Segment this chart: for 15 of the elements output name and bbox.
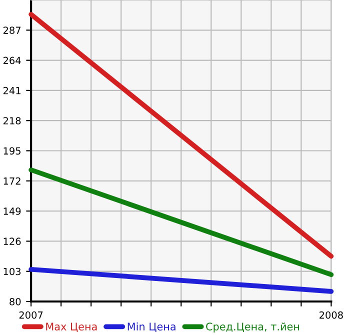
y-tick-label: 287 <box>3 26 20 34</box>
y-tick-label: 149 <box>4 208 21 215</box>
y-tick-label: 218 <box>3 117 21 124</box>
y-tick-label: 172 <box>4 177 20 185</box>
y-tick-label: 126 <box>4 238 21 246</box>
x-tick-label: 2007 <box>19 311 43 319</box>
y-tick-label: 241 <box>3 86 20 94</box>
y-tick-label: 103 <box>4 268 21 276</box>
x-tick-label: 2008 <box>320 311 343 319</box>
y-tick-label: 195 <box>4 147 20 155</box>
legend-label: Сред.Цена, т.йен <box>206 322 300 333</box>
legend-label: Max Цена <box>46 322 97 332</box>
y-tick-label: 264 <box>3 56 21 64</box>
y-tick-label: 80 <box>10 298 21 306</box>
legend-label: Min Цена <box>128 322 176 332</box>
